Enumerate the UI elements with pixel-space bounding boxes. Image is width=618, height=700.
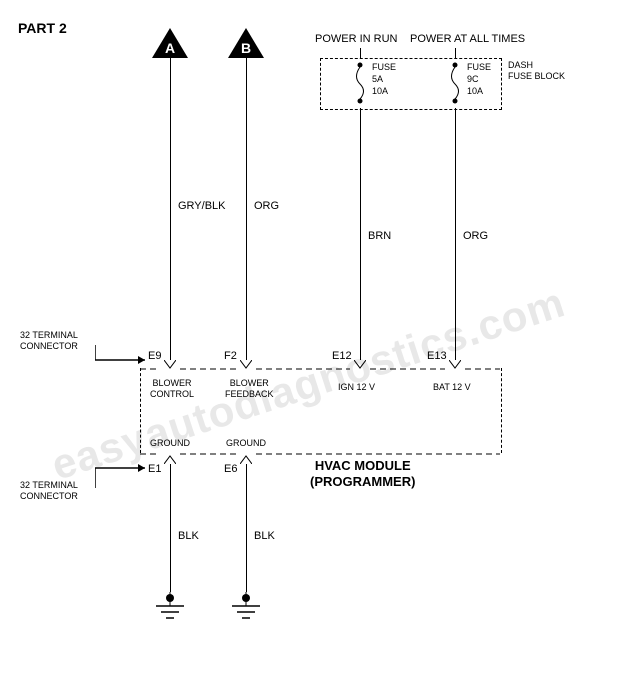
fuse-5a-name: FUSE — [372, 62, 396, 73]
ground-symbol-1 — [156, 592, 184, 620]
blower-feedback-label: BLOWER FEEDBACK — [225, 378, 274, 400]
ground-1-label: GROUND — [150, 438, 190, 449]
diagram-root: easyautodiagnostics.com PART 2 A B POWER… — [0, 0, 618, 700]
part-title: PART 2 — [18, 20, 67, 37]
terminal-e1 — [164, 454, 176, 464]
fuse-5a-id: 5A — [372, 74, 383, 85]
wire-e1-color: BLK — [178, 530, 199, 543]
ground-2-label: GROUND — [226, 438, 266, 449]
wire-b — [246, 58, 247, 360]
connector-label-top: 32 TERMINAL CONNECTOR — [20, 330, 78, 352]
fuse-5a-rating: 10A — [372, 86, 388, 97]
fuse-9c-id: 9C — [467, 74, 479, 85]
pin-e13: E13 — [427, 350, 447, 363]
pin-e9: E9 — [148, 350, 161, 363]
connector-arrow-top — [95, 340, 155, 370]
wire-a-color: GRY/BLK — [178, 200, 226, 213]
blower-control-label: BLOWER CONTROL — [150, 378, 194, 400]
wire-d-color: ORG — [463, 230, 488, 243]
terminal-e6 — [240, 454, 252, 464]
connector-arrow-bottom — [95, 458, 155, 493]
offpage-ref-b-label: B — [241, 40, 251, 56]
fuse-9c-name: FUSE — [467, 62, 491, 73]
bat-12v-label: BAT 12 V — [433, 382, 471, 393]
hvac-module-name: HVAC MODULE (PROGRAMMER) — [310, 458, 415, 489]
pin-e12: E12 — [332, 350, 352, 363]
pin-e6: E6 — [224, 463, 237, 476]
connector-label-bottom: 32 TERMINAL CONNECTOR — [20, 480, 78, 502]
power-in-run-label: POWER IN RUN — [315, 33, 398, 46]
fuse-5a-symbol — [355, 62, 365, 104]
offpage-ref-a-label: A — [165, 40, 175, 56]
fuse-9c-symbol — [450, 62, 460, 104]
dash-fuse-block-label: DASH FUSE BLOCK — [508, 60, 565, 82]
wire-e6 — [246, 464, 247, 592]
wire-d — [455, 108, 456, 360]
ground-symbol-2 — [232, 592, 260, 620]
wire-e6-color: BLK — [254, 530, 275, 543]
fuse-9c-rating: 10A — [467, 86, 483, 97]
wire-c — [360, 108, 361, 360]
wire-e1 — [170, 464, 171, 592]
wire-c-color: BRN — [368, 230, 391, 243]
wire-stub-d — [455, 48, 456, 58]
wire-stub-c — [360, 48, 361, 58]
ign-12v-label: IGN 12 V — [338, 382, 375, 393]
wire-b-color: ORG — [254, 200, 279, 213]
connector-line-bottom — [140, 453, 500, 455]
pin-f2: F2 — [224, 350, 237, 363]
wire-a — [170, 58, 171, 360]
power-at-all-times-label: POWER AT ALL TIMES — [410, 33, 525, 46]
hvac-module-box-sides — [140, 368, 502, 453]
